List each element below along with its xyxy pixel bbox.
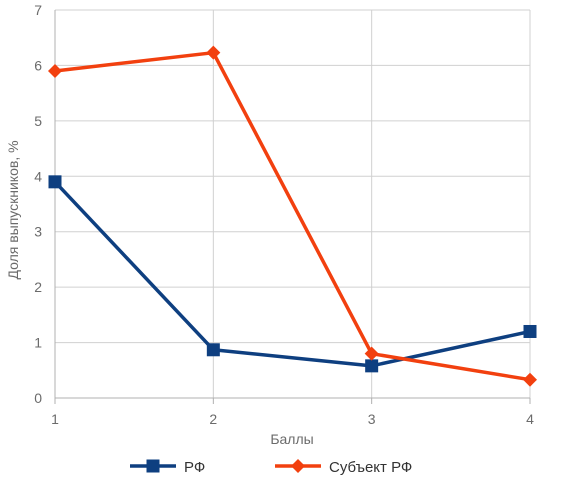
series-line (53, 180, 532, 368)
legend-marker (146, 459, 160, 473)
data-point (206, 45, 221, 60)
axes (54, 10, 531, 404)
y-tick-label: 5 (34, 113, 42, 129)
y-tick-label: 7 (34, 2, 42, 18)
y-tick-label: 2 (34, 279, 42, 295)
data-point (48, 63, 62, 78)
y-tick-label: 4 (34, 168, 42, 184)
data-point (48, 175, 62, 189)
series-2 (48, 45, 537, 387)
y-tick-label: 3 (34, 224, 42, 240)
y-tick-label: 0 (34, 390, 42, 406)
y-axis-title: Доля выпускников, % (5, 140, 21, 279)
x-axis-title: Баллы (270, 431, 313, 447)
legend: РФ Субъект РФ (130, 459, 412, 476)
series-line (53, 50, 532, 382)
legend-label: РФ (184, 459, 205, 476)
series-1 (48, 175, 537, 373)
data-point (206, 343, 220, 357)
data-point (365, 359, 379, 373)
x-tick-label: 1 (51, 411, 59, 427)
data-point (364, 346, 379, 361)
x-tick-label: 4 (526, 411, 534, 427)
legend-marker (291, 459, 305, 473)
y-tick-label: 1 (34, 335, 42, 351)
series-lines (48, 45, 537, 387)
legend-item: Субъект РФ (275, 459, 412, 476)
y-tick-label: 6 (34, 57, 42, 73)
x-tick-label: 3 (368, 411, 376, 427)
data-point (523, 372, 537, 387)
legend-label: Субъект РФ (329, 459, 412, 476)
data-point (523, 324, 537, 338)
x-tick-label: 2 (209, 411, 217, 427)
legend-item: РФ (130, 459, 205, 476)
